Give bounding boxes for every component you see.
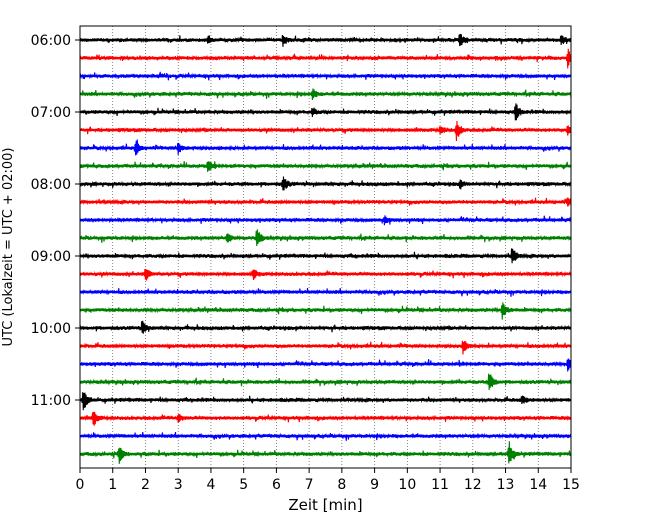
trace-1130 [79,431,572,441]
x-tick-label: 8 [337,477,346,493]
trace-1015 [79,340,572,355]
x-axis: 0 1 2 3 4 5 6 7 8 9 10 11 12 13 14 15 [76,468,580,493]
y-tick-label: 10:00 [31,321,71,337]
x-tick-label: 12 [464,477,482,493]
trace-0815 [79,197,572,207]
x-tick-label: 15 [562,477,580,493]
y-axis-label: UTC (Lokalzeit = UTC + 02:00) [1,148,16,347]
trace-1030 [79,358,572,372]
plot-frame [79,25,572,469]
trace-0900 [79,248,572,264]
y-tick-label: 09:00 [31,249,71,265]
x-tick-label: 11 [431,477,449,493]
x-tick-label: 9 [370,477,379,493]
trace-0645 [79,88,572,101]
trace-0715 [79,120,572,141]
trace-0730 [79,139,572,156]
y-tick-label: 11:00 [31,393,71,409]
x-tick-label: 7 [305,477,314,493]
trace-1045 [79,373,572,391]
x-tick-label: 10 [398,477,416,493]
trace-1000 [79,320,572,334]
x-tick-label: 14 [529,477,547,493]
trace-0830 [79,215,572,226]
trace-0930 [79,287,572,297]
trace-1145 [79,441,572,464]
x-tick-label: 0 [76,477,85,493]
trace-0600 [79,33,572,47]
trace-1100 [79,392,572,411]
trace-0630 [79,71,572,81]
seismic-traces [79,33,572,464]
y-tick-label: 08:00 [31,177,71,193]
trace-1115 [79,411,572,426]
x-tick-label: 3 [174,477,183,493]
trace-0845 [79,229,572,247]
y-tick-label: 06:00 [31,33,71,49]
x-tick-label: 13 [497,477,515,493]
trace-0800 [79,176,572,191]
x-tick-label: 1 [108,477,117,493]
x-tick-label: 2 [141,477,150,493]
trace-0700 [79,103,572,121]
y-axis: 06:00 07:00 08:00 09:00 10:00 11:00 [31,33,80,409]
trace-0915 [79,269,572,281]
x-tick-label: 5 [239,477,248,493]
trace-0615 [79,48,572,69]
y-tick-label: 07:00 [31,105,71,121]
trace-0945 [79,302,572,320]
x-tick-label: 6 [272,477,281,493]
trace-0745 [79,161,572,172]
x-axis-label: Zeit [min] [288,496,362,514]
x-tick-label: 4 [206,477,215,493]
